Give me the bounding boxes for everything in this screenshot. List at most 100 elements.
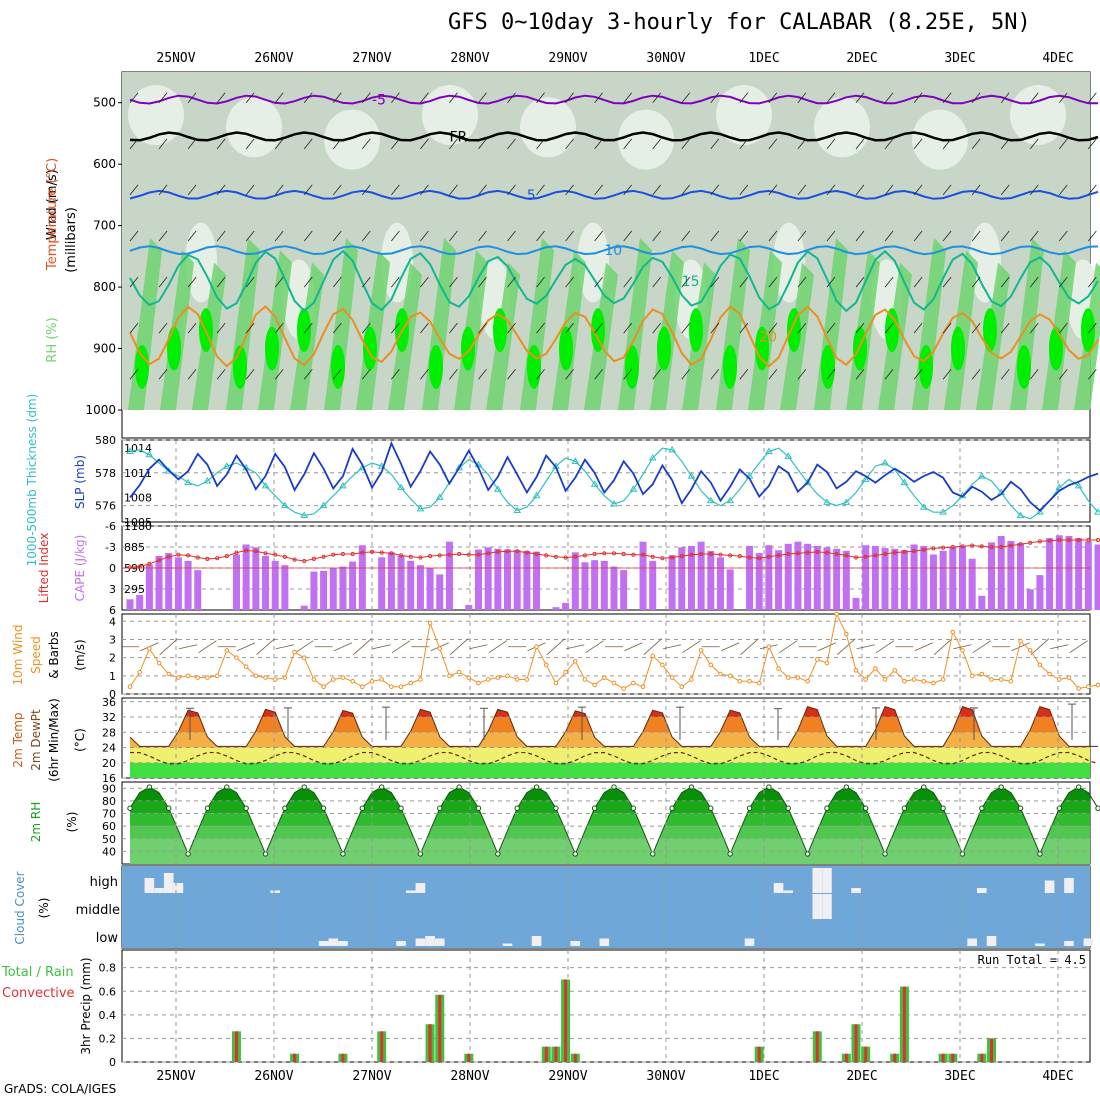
day-label-bottom: 26NOV (254, 1069, 293, 1084)
wind-barb (768, 322, 778, 334)
day-label-bottom: 30NOV (646, 1069, 685, 1084)
cape-tick: 590 (124, 562, 145, 575)
day-label-top: 26NOV (254, 51, 293, 66)
lifted-index-point (437, 553, 442, 558)
wind-barb (884, 276, 894, 288)
wind-barb (1029, 184, 1039, 196)
wind-barb (420, 230, 429, 242)
rh-dry-patch (618, 109, 674, 170)
wind-barb (681, 369, 691, 380)
wind-barb (478, 92, 487, 103)
wind-speed-point (631, 680, 636, 686)
lifted-index-point (747, 555, 752, 560)
wind-barb (797, 184, 807, 196)
wind-barb (1029, 276, 1039, 288)
rh-point (417, 851, 424, 857)
precip-convective-bar (554, 1046, 558, 1062)
cape-bar (262, 555, 270, 610)
lifted-index-point (553, 554, 559, 559)
day-label-top: 1DEC (748, 51, 779, 66)
cape-bar (562, 602, 570, 610)
wind-speed-point (679, 684, 685, 690)
lifted-index-point (147, 561, 152, 566)
cloud-bar-high (1044, 880, 1055, 893)
wind-barb (478, 369, 487, 380)
wind-barb (826, 230, 836, 242)
cape-bar (813, 545, 821, 610)
thickness-point (416, 504, 425, 512)
thickness-point (726, 496, 735, 504)
wind-barb (158, 276, 168, 288)
wind-barb (362, 184, 371, 196)
surface-wind-barb (1030, 638, 1050, 656)
pressure-tick: 900 (93, 342, 116, 356)
wind-barb (739, 230, 749, 242)
cape-bar (174, 557, 182, 610)
rh-point (533, 784, 540, 790)
rh-saturated-cell (787, 308, 801, 353)
cloud-bar-high (773, 883, 784, 893)
pressure-tick: 1000 (85, 403, 116, 417)
cloud-bar-low (1064, 941, 1074, 946)
wind-barb (187, 369, 197, 380)
wind-barb (536, 92, 545, 103)
cape-bar (407, 560, 415, 610)
cape-bar (387, 552, 395, 610)
wind-speed-point (214, 673, 220, 679)
wind-speed-point (243, 664, 249, 670)
wind-barb (942, 92, 952, 103)
wind-speed-point (698, 648, 704, 653)
precip-tick: 0.4 (99, 1009, 117, 1022)
lifted-index-point (253, 549, 258, 554)
wind-barb (971, 276, 981, 288)
lifted-index-point (1028, 540, 1033, 545)
wind-speed-point (437, 646, 443, 651)
lifted-index-point (311, 556, 317, 562)
wind-barb (362, 369, 371, 380)
thickness-point (145, 450, 154, 458)
cape-bar (997, 535, 1005, 610)
wind-barb (1000, 369, 1010, 380)
cloud-bar-high (977, 888, 987, 893)
wind-barb (652, 138, 662, 150)
rh-point (572, 851, 578, 857)
rh-point (824, 805, 830, 811)
wind-barb (216, 230, 226, 242)
wind-barb (942, 230, 952, 242)
wind-barb (332, 92, 342, 103)
day-label-top: 25NOV (156, 51, 195, 66)
lifted-index-point (708, 551, 713, 557)
rh-dry-patch (773, 222, 805, 303)
lifted-index-point (447, 552, 452, 557)
rh-point (862, 805, 869, 811)
wind-barb (623, 322, 632, 334)
precip-tick: 0.8 (99, 962, 117, 975)
wind-barb (971, 138, 981, 150)
day-label-top: 30NOV (646, 51, 685, 66)
wind-barb (797, 276, 807, 288)
rh-tick: 50 (102, 833, 116, 846)
thickness-point (939, 508, 948, 515)
wind-barb (129, 184, 139, 196)
cape-bar (300, 605, 308, 610)
wind-barb (187, 184, 197, 196)
temp-label-a: 2m Temp (11, 712, 25, 767)
day-label-top: 29NOV (548, 51, 587, 66)
wind-barb (158, 92, 168, 103)
wind-barb (420, 184, 429, 196)
day-label-bottom: 1DEC (748, 1069, 779, 1084)
thickness-point (823, 498, 831, 505)
cape-bar (445, 541, 453, 610)
wind-barb (797, 230, 807, 242)
precip-tick: 0.2 (99, 1032, 117, 1045)
surface-wind-barb (469, 644, 488, 650)
precip-convective-bar (234, 1031, 238, 1062)
precip-convective-bar (467, 1053, 471, 1062)
lifted-index-point (640, 552, 646, 557)
cloud-bar-low (967, 938, 977, 946)
rh-point (301, 784, 307, 790)
precip-convective-bar (341, 1053, 345, 1062)
wind-barb (507, 92, 516, 103)
cape-bar (1055, 535, 1063, 610)
surface-wind-barb (585, 640, 604, 654)
